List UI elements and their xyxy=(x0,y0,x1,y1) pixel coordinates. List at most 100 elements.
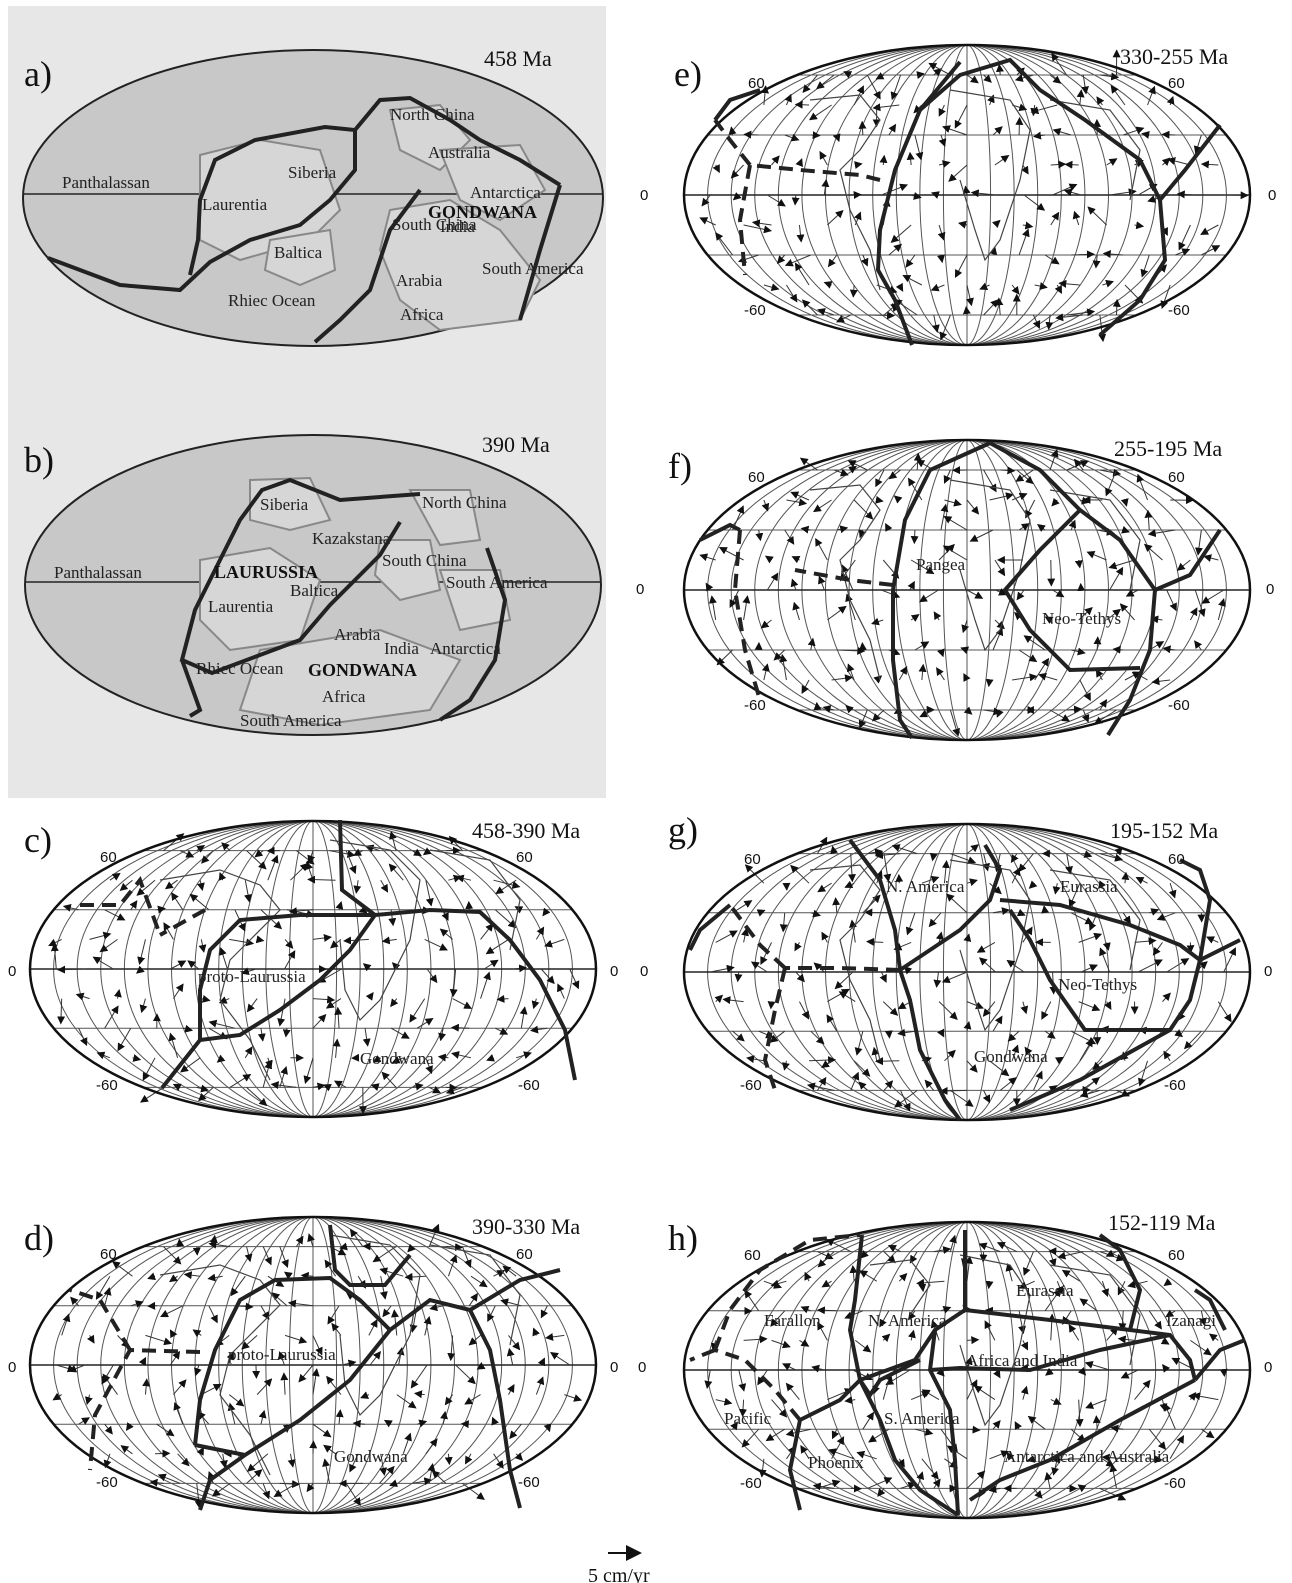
velocity-arrow xyxy=(796,224,805,243)
velocity-arrow xyxy=(569,968,580,990)
velocity-arrow xyxy=(1061,1269,1081,1282)
panel-g: g) 195-152 Ma 60 60 0 0 -60 -60 N. America Eurass… xyxy=(640,810,1272,1122)
velocity-arrow xyxy=(349,1453,359,1473)
velocity-arrow xyxy=(765,1428,785,1442)
velocity-arrow xyxy=(816,74,835,90)
velocity-arrow xyxy=(836,525,849,534)
velocity-arrow xyxy=(732,192,742,201)
velocity-arrow xyxy=(738,1369,747,1392)
velocity-arrow xyxy=(543,1423,552,1433)
panel-h-coastlines xyxy=(869,1254,1141,1427)
lat-label: 0 xyxy=(638,1359,646,1376)
velocity-arrow xyxy=(822,705,835,713)
velocity-arrow xyxy=(966,878,978,887)
velocity-arrow xyxy=(966,1379,978,1400)
velocity-arrow xyxy=(858,120,867,136)
velocity-arrow xyxy=(196,880,205,892)
velocity-arrow xyxy=(821,1060,832,1068)
velocity-arrow xyxy=(995,297,1004,316)
velocity-arrow xyxy=(311,1368,320,1395)
velocity-arrow xyxy=(995,588,1007,596)
velocity-arrow xyxy=(147,1272,156,1281)
velocity-arrow xyxy=(132,1054,142,1062)
map-outline xyxy=(682,822,1252,1122)
place-label: Panthalassan xyxy=(62,173,150,192)
velocity-arrow xyxy=(1068,1323,1080,1341)
panel-a-label: a) xyxy=(24,54,52,94)
velocity-arrow xyxy=(508,1335,521,1351)
velocity-arrow xyxy=(1203,554,1219,563)
panel-g-age: 195-152 Ma xyxy=(1110,818,1218,843)
velocity-arrow xyxy=(800,1305,811,1314)
velocity-arrow xyxy=(862,1411,875,1430)
panel-f-grid xyxy=(682,438,1252,742)
velocity-arrow xyxy=(978,1242,1001,1253)
velocity-arrow xyxy=(1137,959,1163,973)
velocity-arrow xyxy=(832,897,841,913)
velocity-arrow xyxy=(381,1071,397,1088)
velocity-arrow xyxy=(1045,314,1054,331)
velocity-arrow xyxy=(449,968,458,998)
velocity-arrow xyxy=(391,1056,404,1064)
velocity-arrow xyxy=(229,938,255,947)
velocity-arrow xyxy=(984,1306,994,1315)
velocity-arrow xyxy=(954,104,968,129)
velocity-arrow xyxy=(207,1273,223,1282)
velocity-arrow xyxy=(836,646,866,655)
velocity-arrow xyxy=(445,1086,463,1095)
place-label: Arabia xyxy=(396,271,443,290)
velocity-arrow xyxy=(177,1453,190,1467)
velocity-arrow xyxy=(924,1079,935,1091)
velocity-arrow xyxy=(307,875,336,884)
velocity-arrow xyxy=(995,63,1004,76)
velocity-arrow xyxy=(813,701,822,711)
velocity-arrow xyxy=(535,1376,545,1395)
velocity-arrow xyxy=(1112,298,1121,316)
velocity-arrow xyxy=(1120,1369,1139,1379)
panel-d-age: 390-330 Ma xyxy=(472,1214,580,1239)
map-outline xyxy=(682,1220,1252,1520)
velocity-arrow xyxy=(173,1401,184,1425)
velocity-arrow xyxy=(802,74,818,93)
velocity-arrow xyxy=(988,1485,1001,1494)
map-outline xyxy=(28,819,598,1119)
velocity-arrow xyxy=(1078,932,1103,943)
panel-h-boundaries xyxy=(689,1230,1246,1517)
velocity-arrow xyxy=(379,1465,395,1484)
velocity-arrow xyxy=(897,1458,905,1468)
velocity-arrow xyxy=(284,950,296,970)
velocity-arrow xyxy=(1038,672,1058,681)
velocity-arrow xyxy=(312,1335,323,1356)
velocity-arrow xyxy=(1052,589,1065,598)
velocity-arrow xyxy=(382,1305,392,1318)
velocity-arrow xyxy=(883,1251,896,1264)
velocity-arrow xyxy=(1011,492,1028,501)
velocity-arrow xyxy=(246,998,258,1013)
velocity-arrow xyxy=(1110,85,1126,106)
velocity-arrow xyxy=(850,1071,860,1091)
velocity-arrow xyxy=(1201,245,1221,256)
velocity-arrow xyxy=(928,62,951,76)
velocity-arrow xyxy=(1007,1030,1020,1042)
velocity-arrow xyxy=(187,960,200,970)
velocity-arrow xyxy=(429,1303,444,1312)
velocity-arrow xyxy=(992,219,1001,229)
velocity-arrow xyxy=(476,1362,486,1370)
velocity-arrow xyxy=(1011,1044,1020,1061)
panel-g-boundaries xyxy=(688,838,1241,1122)
map-outline xyxy=(682,43,1252,347)
velocity-arrow xyxy=(790,491,810,501)
velocity-arrow xyxy=(389,831,397,851)
place-label: Australia xyxy=(428,143,491,162)
velocity-arrow xyxy=(813,499,832,513)
velocity-arrow xyxy=(891,844,918,855)
velocity-arrow xyxy=(883,853,892,883)
velocity-arrow xyxy=(906,151,915,166)
velocity-arrow xyxy=(307,850,316,864)
velocity-arrow xyxy=(544,938,565,948)
velocity-arrow xyxy=(897,1028,915,1037)
velocity-arrow xyxy=(78,1027,88,1047)
velocity-arrow xyxy=(1081,74,1089,95)
velocity-arrow xyxy=(1162,992,1171,1002)
place-label: Eurassia xyxy=(1060,877,1118,896)
